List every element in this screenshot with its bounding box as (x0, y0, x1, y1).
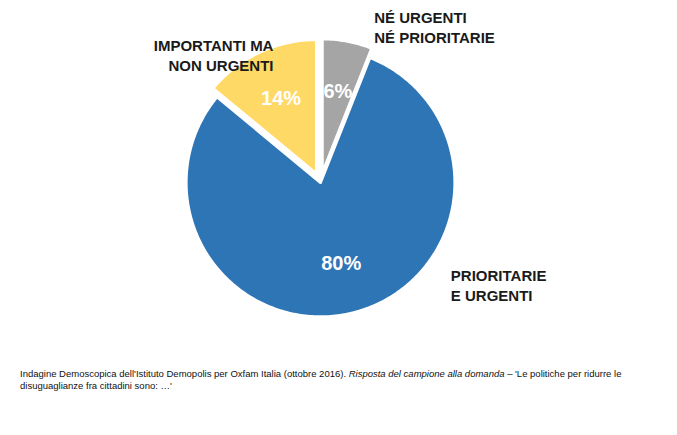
svg-text:80%: 80% (321, 252, 361, 274)
svg-text:14%: 14% (261, 87, 301, 109)
svg-text:PRIORITARIEE URGENTI: PRIORITARIEE URGENTI (451, 267, 547, 304)
svg-text:IMPORTANTI MANON URGENTI: IMPORTANTI MANON URGENTI (154, 37, 274, 74)
html-text:Indagine Demoscopica dell'Isti: Indagine Demoscopica dell'Istituto Demop… (20, 368, 622, 392)
svg-text:NÉ URGENTINÉ PRIORITARIE: NÉ URGENTINÉ PRIORITARIE (374, 9, 495, 46)
svg-text:6%: 6% (323, 80, 352, 102)
